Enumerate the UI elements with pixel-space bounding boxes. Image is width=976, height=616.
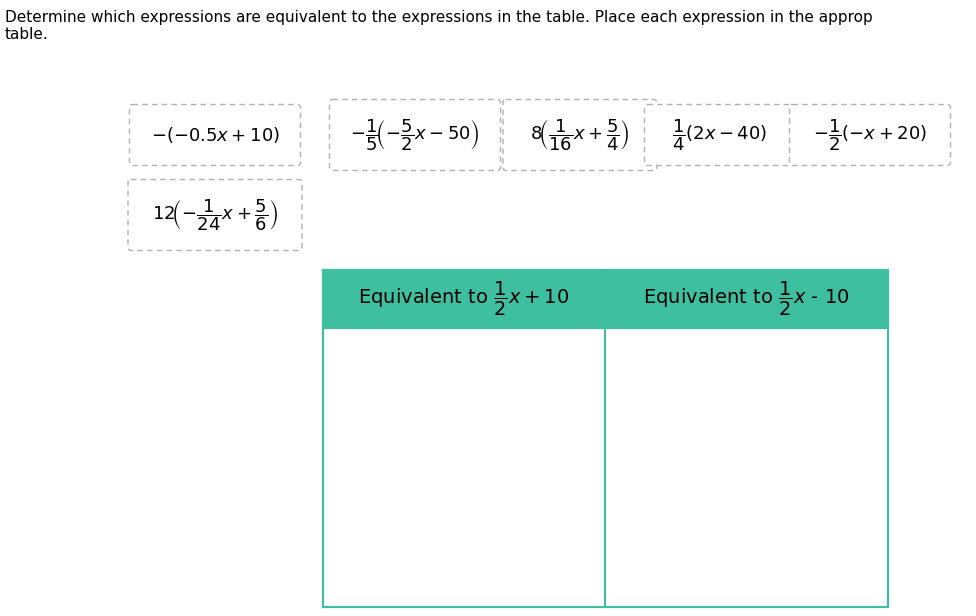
FancyBboxPatch shape (644, 105, 795, 166)
Bar (323, 270, 888, 607)
FancyBboxPatch shape (330, 100, 501, 171)
Text: $-\dfrac{1}{2}(-x + 20)$: $-\dfrac{1}{2}(-x + 20)$ (813, 117, 927, 153)
Text: $8\!\left(\dfrac{1}{16}x + \dfrac{5}{4}\right)$: $8\!\left(\dfrac{1}{16}x + \dfrac{5}{4}\… (530, 117, 630, 153)
Bar (323, 270, 888, 328)
FancyBboxPatch shape (790, 105, 951, 166)
FancyBboxPatch shape (503, 100, 657, 171)
Text: $-(-0.5x + 10)$: $-(-0.5x + 10)$ (150, 125, 279, 145)
Text: $-\dfrac{1}{5}\!\left(-\dfrac{5}{2}x - 50\right)$: $-\dfrac{1}{5}\!\left(-\dfrac{5}{2}x - 5… (350, 117, 480, 153)
Text: Determine which expressions are equivalent to the expressions in the table. Plac: Determine which expressions are equivale… (5, 10, 873, 43)
Text: Equivalent to $\dfrac{1}{2}x$ - 10: Equivalent to $\dfrac{1}{2}x$ - 10 (643, 280, 850, 318)
Text: $\dfrac{1}{4}(2x - 40)$: $\dfrac{1}{4}(2x - 40)$ (672, 117, 768, 153)
Text: $12\!\left(-\dfrac{1}{24}x + \dfrac{5}{6}\right)$: $12\!\left(-\dfrac{1}{24}x + \dfrac{5}{6… (152, 197, 278, 233)
Text: Equivalent to $\dfrac{1}{2}x +10$: Equivalent to $\dfrac{1}{2}x +10$ (358, 280, 570, 318)
FancyBboxPatch shape (130, 105, 301, 166)
FancyBboxPatch shape (128, 179, 302, 251)
Bar (323, 270, 888, 328)
